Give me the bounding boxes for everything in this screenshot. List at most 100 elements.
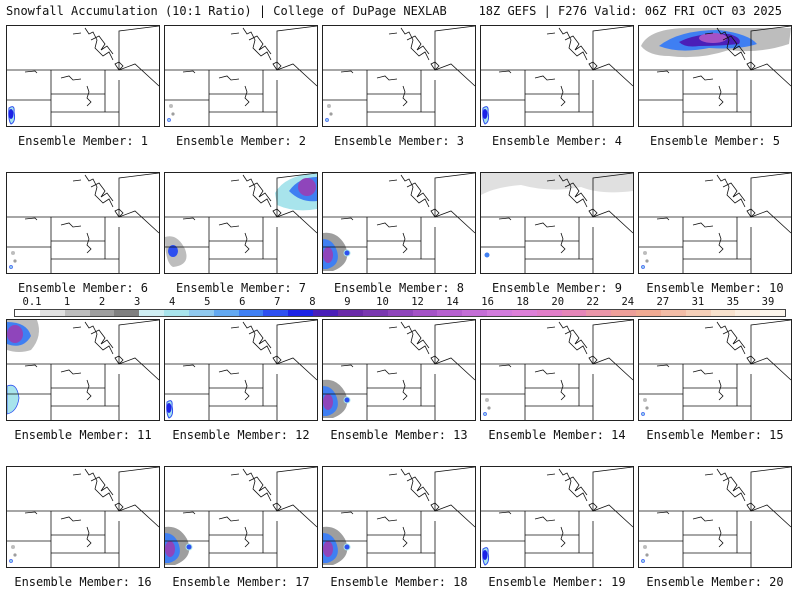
member-label: Ensemble Member: 4	[491, 134, 623, 148]
scale-label: 35	[726, 296, 740, 308]
scale-swatch	[89, 310, 115, 316]
scale-swatch	[660, 310, 686, 316]
snow-shading	[641, 28, 791, 58]
scale-swatch	[760, 310, 786, 316]
scale-bar	[14, 309, 786, 317]
member-map-11	[6, 319, 160, 421]
snowfall-map	[165, 467, 317, 567]
scale-label: 24	[621, 296, 635, 308]
member-map-17	[164, 466, 318, 568]
scale-swatch	[15, 310, 40, 316]
scale-label: 18	[516, 296, 529, 308]
member-map-20	[638, 466, 792, 568]
snowfall-map	[323, 467, 475, 567]
scale-label: 5	[204, 296, 211, 308]
scale-swatch	[387, 310, 413, 316]
snowfall-map	[639, 173, 791, 273]
scale-swatch	[139, 310, 165, 316]
member-label: Ensemble Member: 11	[14, 428, 152, 442]
member-label: Ensemble Member: 15	[646, 428, 784, 442]
snow-shading	[167, 104, 175, 122]
snow-shading	[165, 526, 193, 565]
scale-label: 12	[411, 296, 424, 308]
scale-swatch	[685, 310, 711, 316]
header: Snowfall Accumulation (10:1 Ratio) | Col…	[0, 0, 800, 22]
scale-swatch	[213, 310, 239, 316]
scale-label: 6	[239, 296, 246, 308]
member-label: Ensemble Member: 18	[330, 575, 468, 589]
snowfall-map	[323, 173, 475, 273]
snow-shading	[165, 173, 317, 267]
snowfall-map	[323, 320, 475, 420]
scale-swatch	[362, 310, 388, 316]
member-label: Ensemble Member: 16	[14, 575, 152, 589]
member-label: Ensemble Member: 6	[17, 281, 149, 295]
snowfall-map	[7, 26, 159, 126]
scale-swatch	[437, 310, 463, 316]
snow-shading	[641, 251, 649, 269]
scale-swatch	[487, 310, 512, 316]
snow-shading	[323, 526, 351, 565]
member-map-5	[638, 25, 792, 127]
member-map-10	[638, 172, 792, 274]
member-label: Ensemble Member: 3	[333, 134, 465, 148]
snow-shading	[325, 104, 333, 122]
scale-swatch	[636, 310, 661, 316]
member-map-13	[322, 319, 476, 421]
snow-shading	[482, 547, 490, 566]
scale-label: 0.1	[22, 296, 42, 308]
snow-shading	[641, 545, 649, 563]
member-map-3	[322, 25, 476, 127]
scale-swatch	[611, 310, 637, 316]
scale-swatch	[462, 310, 488, 316]
member-map-19	[480, 466, 634, 568]
run-info: 18Z GEFS | F276 Valid: 06Z FRI OCT 03 20…	[478, 4, 782, 18]
snow-shading	[323, 232, 351, 271]
scale-swatch	[263, 310, 289, 316]
snowfall-map	[639, 467, 791, 567]
snowfall-map	[7, 173, 159, 273]
snow-shading	[9, 251, 17, 269]
member-map-18	[322, 466, 476, 568]
scale-swatch	[710, 310, 736, 316]
member-map-15	[638, 319, 792, 421]
scale-swatch	[536, 310, 562, 316]
scale-label: 20	[551, 296, 565, 308]
snowfall-map	[481, 26, 633, 126]
scale-swatch	[412, 310, 438, 316]
scale-label: 2	[98, 296, 106, 308]
scale-swatch	[511, 310, 537, 316]
member-map-16	[6, 466, 160, 568]
member-label: Ensemble Member: 12	[172, 428, 310, 442]
scale-label: 31	[691, 296, 705, 308]
snowfall-map	[323, 26, 475, 126]
member-map-12	[164, 319, 318, 421]
scale-label: 3	[133, 296, 141, 308]
snow-shading	[481, 173, 633, 258]
snow-shading	[8, 106, 16, 125]
scale-swatch	[313, 310, 338, 316]
member-label: Ensemble Member: 7	[175, 281, 307, 295]
map-title: Snowfall Accumulation (10:1 Ratio) | Col…	[6, 4, 447, 18]
scale-label: 4	[169, 296, 176, 308]
scale-label: 7	[274, 296, 281, 308]
member-label: Ensemble Member: 14	[488, 428, 626, 442]
scale-swatch	[337, 310, 363, 316]
scale-swatch	[114, 310, 140, 316]
scale-swatch	[735, 310, 761, 316]
member-map-2	[164, 25, 318, 127]
scale-label: 16	[481, 296, 494, 308]
scale-swatch	[238, 310, 264, 316]
scale-swatch	[188, 310, 214, 316]
snow-shading	[7, 320, 39, 415]
scale-label: 8	[309, 296, 316, 308]
color-scale: 0.1 1 2 3 4 5 6 7 8 9 10 12 14 16 18 20 22 24 27 31 35 39	[0, 296, 800, 320]
member-label: Ensemble Member: 20	[646, 575, 784, 589]
member-map-14	[480, 319, 634, 421]
member-map-9	[480, 172, 634, 274]
scale-swatch	[586, 310, 612, 316]
scale-swatch	[39, 310, 65, 316]
snowfall-map	[481, 173, 633, 273]
snow-shading	[9, 545, 17, 563]
member-map-4	[480, 25, 634, 127]
